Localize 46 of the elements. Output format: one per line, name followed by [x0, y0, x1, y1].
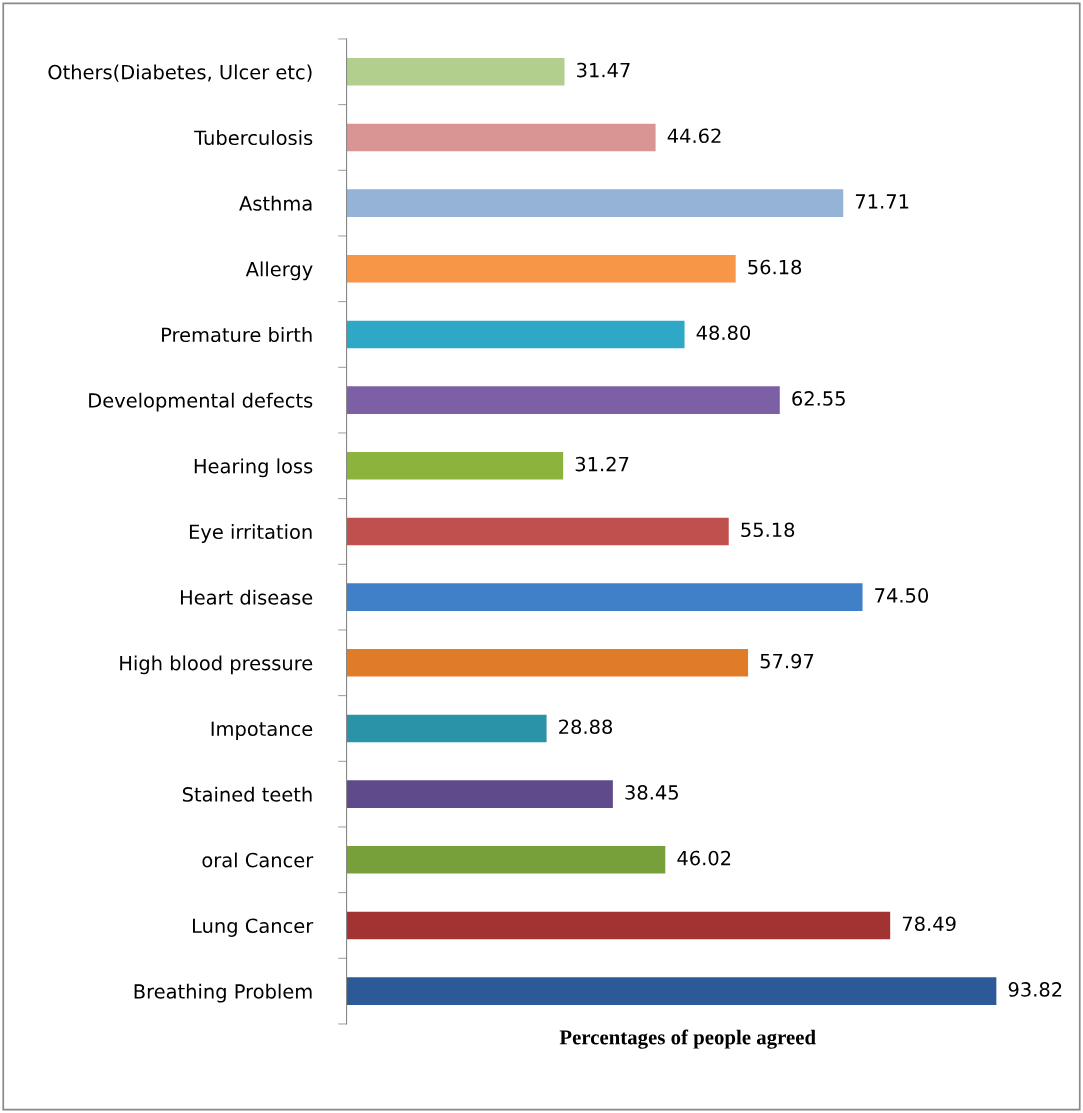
data-label: 28.88	[559, 719, 613, 735]
data-label: 71.71	[855, 194, 909, 209]
data-label: 31.47	[577, 62, 630, 78]
data-label: 56.18	[748, 259, 802, 275]
bar	[346, 452, 564, 480]
y-tick-label: Impotance	[211, 721, 313, 740]
bar	[346, 517, 729, 546]
y-tick-label: Asthma	[239, 195, 312, 211]
data-label: 31.27	[575, 456, 629, 472]
data-label: 93.82	[1008, 982, 1062, 997]
data-label: 48.80	[696, 325, 751, 341]
y-tick-label: oral Cancer	[202, 852, 314, 868]
y-tick-label: Allergy	[245, 261, 313, 281]
bar	[346, 583, 863, 611]
y-tick-label: Lung Cancer	[193, 918, 314, 937]
data-label: 44.62	[667, 128, 721, 144]
y-tick-label: Heart disease	[180, 589, 313, 605]
x-axis-title: Percentages of people agreed	[559, 1029, 816, 1049]
bar	[346, 911, 891, 940]
y-tick-label: Hearing loss	[194, 458, 313, 478]
y-tick-label: High blood pressure	[120, 655, 313, 675]
bar	[346, 189, 844, 217]
y-tick-label: Breathing Problem	[134, 983, 312, 1003]
bar	[346, 649, 749, 677]
y-tick-label: Developmental defects	[89, 392, 313, 412]
data-label: 74.50	[875, 588, 929, 603]
data-label: 78.49	[902, 916, 956, 932]
bar	[346, 58, 565, 86]
bar	[346, 977, 997, 1005]
y-tick-label: Premature birth	[162, 327, 312, 343]
y-tick-label: Others(Diabetes, Ulcer etc)	[48, 64, 312, 82]
bar	[346, 123, 656, 152]
data-label: 62.55	[792, 391, 845, 406]
data-label: 38.45	[625, 785, 678, 800]
data-label: 46.02	[677, 850, 731, 866]
bar	[346, 846, 666, 874]
bar	[346, 320, 685, 349]
y-tick-label: Stained teeth	[182, 786, 312, 802]
bar	[346, 714, 547, 743]
data-label: 57.97	[760, 653, 814, 669]
bar	[346, 386, 780, 414]
y-tick-label: Tuberculosis	[194, 130, 313, 146]
bar	[346, 255, 736, 283]
data-label: 55.18	[741, 522, 795, 538]
y-tick-label: Eye irritation	[189, 524, 312, 543]
bar	[346, 780, 613, 808]
